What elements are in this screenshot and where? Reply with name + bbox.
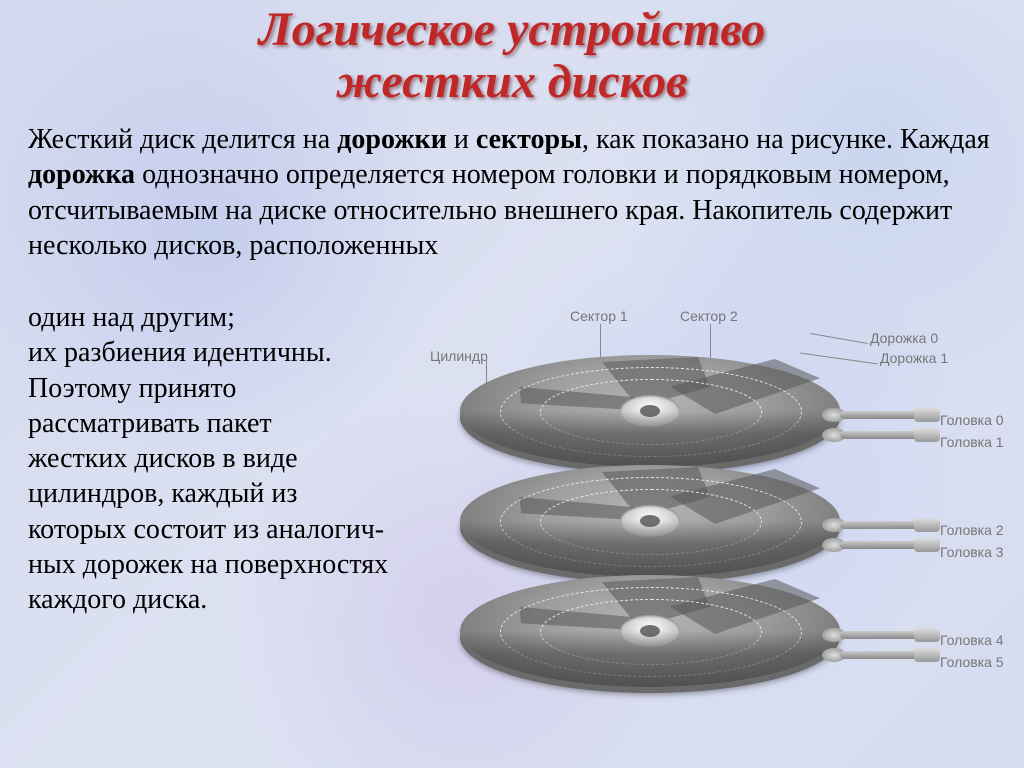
- platter-1: [460, 355, 840, 467]
- paragraph-top: Жесткий диск делится на дорожки и сектор…: [28, 122, 998, 263]
- text-run: и: [447, 124, 476, 155]
- text-run: однозначно определяется номером головки …: [28, 159, 952, 261]
- shading: [460, 631, 840, 687]
- title-line-1: Логическое устройство: [259, 3, 765, 56]
- slide: Логическое устройство жестких дисков Жес…: [0, 0, 1024, 768]
- text-run: , как показано на рисунке. Каждая: [582, 124, 990, 155]
- label-sector-1: Сектор 1: [570, 308, 628, 324]
- leader-line: [810, 333, 867, 344]
- bold-run: дорожка: [28, 159, 135, 190]
- label-track-0: Дорожка 0: [870, 330, 938, 346]
- shading: [460, 411, 840, 467]
- label-head-3: Головка 3: [940, 544, 1004, 560]
- shading: [460, 521, 840, 577]
- label-head-0: Головка 0: [940, 412, 1004, 428]
- title-line-2: жестких дисков: [336, 55, 687, 108]
- bold-run: дорожки: [337, 124, 447, 155]
- label-head-5: Головка 5: [940, 654, 1004, 670]
- platter-2: [460, 465, 840, 577]
- label-head-4: Головка 4: [940, 632, 1004, 648]
- label-track-1: Дорожка 1: [880, 350, 948, 366]
- hdd-diagram: Цилиндр Сектор 1 Сектор 2 Дорожка 0 Доро…: [400, 300, 1020, 730]
- text-run: Жесткий диск делится на: [28, 124, 337, 155]
- platter-3: [460, 575, 840, 687]
- bold-run: секторы: [476, 124, 582, 155]
- paragraph-side: один над другим; их разбиения идентичны.…: [28, 300, 428, 617]
- label-head-2: Головка 2: [940, 522, 1004, 538]
- label-head-1: Головка 1: [940, 434, 1004, 450]
- slide-title: Логическое устройство жестких дисков: [0, 4, 1024, 108]
- label-sector-2: Сектор 2: [680, 308, 738, 324]
